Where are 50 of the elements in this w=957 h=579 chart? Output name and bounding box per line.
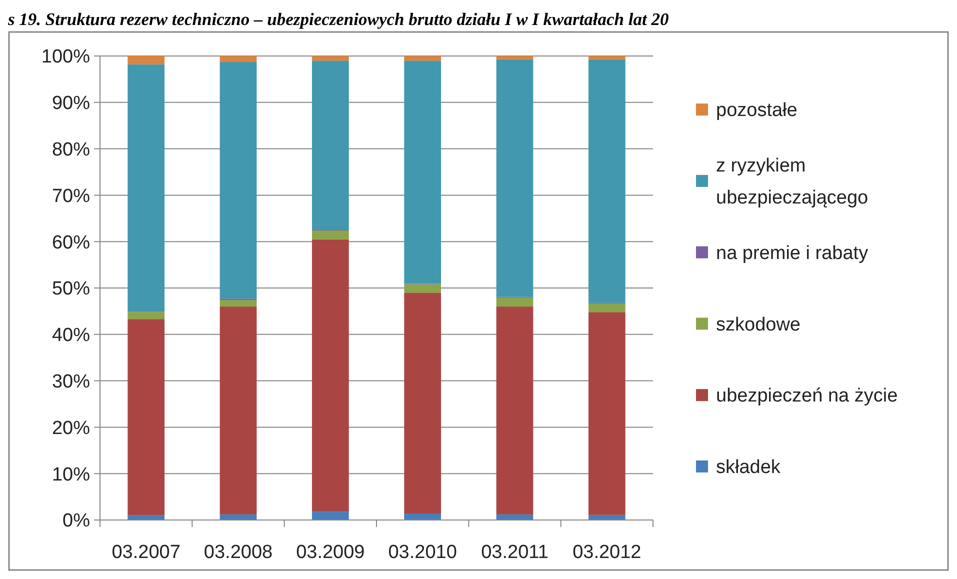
legend-label: z ryzykiem ubezpieczającego <box>716 156 868 209</box>
x-tick-label: 03.2008 <box>204 542 273 563</box>
y-tick-label: 70% <box>52 186 90 207</box>
bar <box>128 319 165 516</box>
bar <box>588 56 626 60</box>
bar <box>312 512 349 520</box>
bar <box>588 59 626 303</box>
y-tick-label: 100% <box>41 46 90 68</box>
bar <box>404 514 442 520</box>
y-tick-label: 0% <box>62 510 90 532</box>
y-tick-label: 30% <box>52 371 90 392</box>
y-tick-label: 20% <box>52 418 90 439</box>
bar <box>128 56 165 64</box>
legend-label: składek <box>716 457 781 478</box>
chart-title: s 19. Struktura rezerw techniczno – ubezpieczeniowych brutto działu I w I kwartałach lat 20 <box>7 9 669 29</box>
y-tick-label: 40% <box>52 325 90 346</box>
x-tick-label: 03.2007 <box>112 542 180 563</box>
bar <box>312 239 349 512</box>
bar <box>404 284 442 293</box>
bar <box>404 292 442 514</box>
bar <box>312 60 349 230</box>
bar <box>588 304 626 312</box>
legend-label: ubezpieczeń na życie <box>716 386 898 407</box>
bar <box>312 56 349 61</box>
bar <box>496 59 534 297</box>
legend-label: szkodowe <box>716 314 800 336</box>
x-tick-label: 03.2012 <box>572 542 642 563</box>
bar <box>220 56 257 62</box>
bar <box>128 312 165 320</box>
bar <box>220 300 257 307</box>
bar <box>404 60 442 284</box>
x-tick-label: 03.2009 <box>296 542 365 563</box>
x-tick-label: 03.2011 <box>481 542 548 563</box>
bar <box>128 64 165 312</box>
legend-label: na premie i rabaty <box>716 242 869 264</box>
y-tick-label: 10% <box>52 464 90 486</box>
bar <box>404 56 442 61</box>
x-tick-label: 03.2010 <box>388 542 457 563</box>
y-tick-label: 50% <box>52 278 90 300</box>
bar <box>220 306 257 514</box>
bar <box>220 62 257 299</box>
bar <box>496 298 534 307</box>
y-tick-label: 90% <box>52 93 90 114</box>
bar <box>588 312 626 515</box>
bar <box>496 56 534 60</box>
y-tick-label: 80% <box>52 139 90 160</box>
y-tick-label: 60% <box>52 232 90 254</box>
legend-label: pozostałe <box>716 100 798 122</box>
bar <box>312 230 349 240</box>
bar <box>496 306 534 514</box>
